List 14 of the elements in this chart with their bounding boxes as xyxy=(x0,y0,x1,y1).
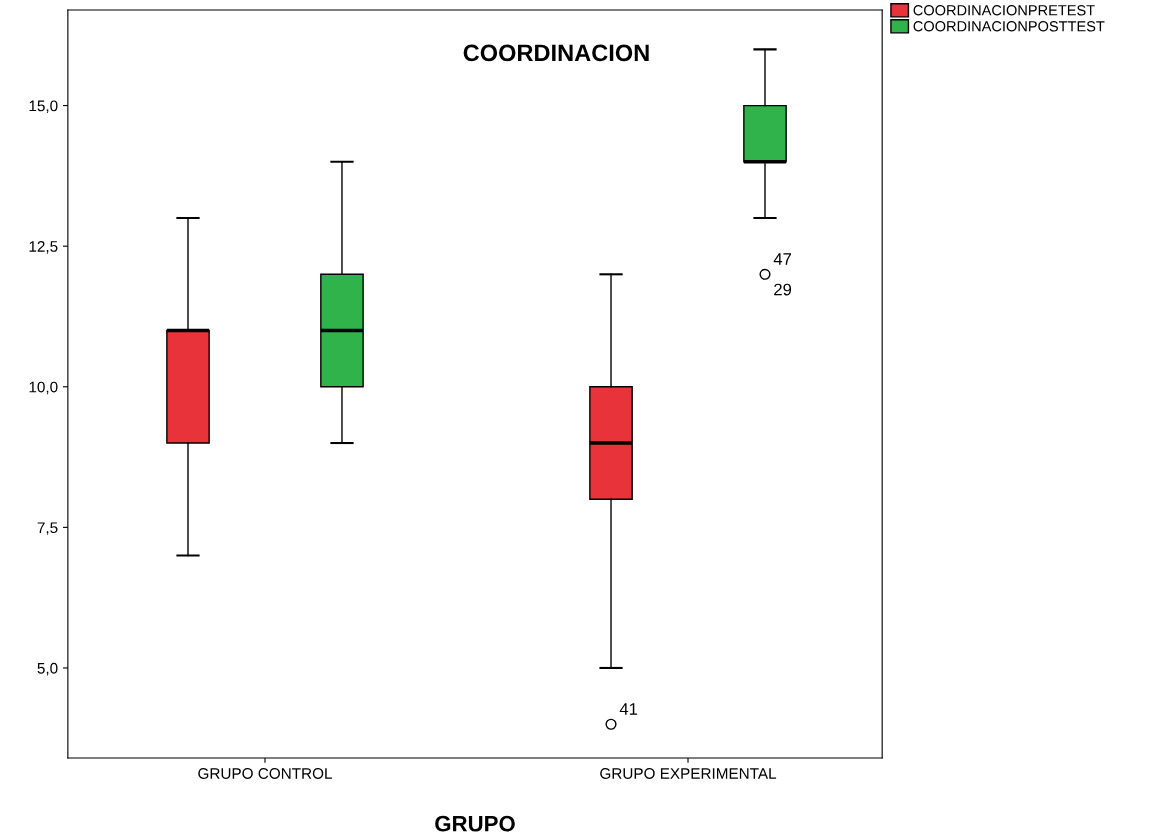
annotation: 47 xyxy=(773,253,792,265)
x-tick-label: GRUPO EXPERIMENTAL xyxy=(600,768,777,779)
y-tick-label: 5,0 xyxy=(37,662,58,676)
x-tick-label: GRUPO CONTROL xyxy=(198,768,332,779)
annotation: 29 xyxy=(774,283,792,296)
y-tick-label: 10,0 xyxy=(29,381,58,395)
text: COORDINACION xyxy=(463,44,649,62)
legend-label: COORDINACIONPRETEST xyxy=(913,5,1095,16)
y-tick-label: 7,5 xyxy=(37,522,58,535)
x-axis-title: GRUPO xyxy=(435,815,515,832)
y-tick-label: 12,5 xyxy=(29,241,58,254)
y-tick-label: 15,0 xyxy=(29,100,58,114)
annotation: 41 xyxy=(619,703,638,715)
legend-label: COORDINACIONPOSTTEST xyxy=(913,21,1105,32)
